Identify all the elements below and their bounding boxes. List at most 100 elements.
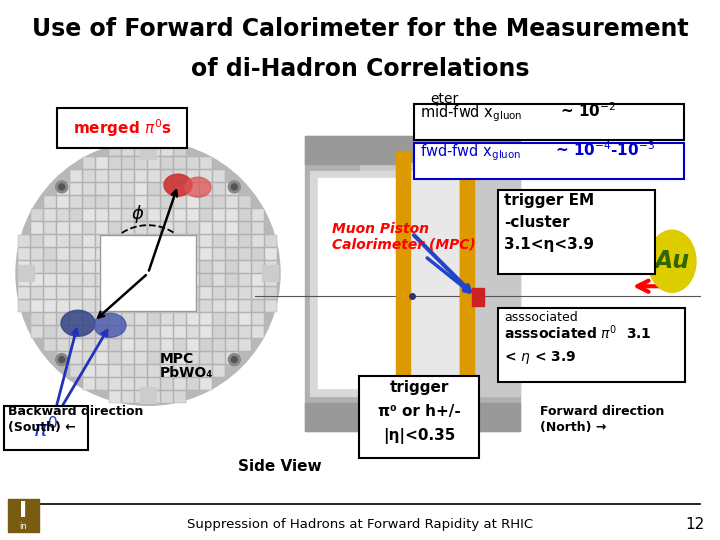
Bar [44,313,56,325]
Bar [109,157,121,169]
Bar [57,326,69,338]
Bar [109,339,121,352]
Text: merged $\pi^0$s: merged $\pi^0$s [73,117,171,139]
Bar [239,261,251,273]
Bar [239,235,251,247]
Bar [265,248,277,260]
Text: Backward direction: Backward direction [8,406,143,419]
Bar [96,287,108,299]
Bar [18,248,30,260]
Bar [161,170,173,182]
Bar [135,183,147,195]
Bar [83,248,95,260]
Bar [200,326,212,338]
Bar [148,209,160,221]
Bar [213,287,225,299]
Bar [109,183,121,195]
Bar [57,196,69,208]
Bar [265,261,277,273]
Text: -cluster: -cluster [504,215,570,230]
Bar [226,287,238,299]
Bar [239,300,251,312]
Bar [122,339,134,352]
Bar [122,170,134,182]
FancyBboxPatch shape [4,406,88,450]
Bar [96,248,108,260]
Bar [148,392,160,403]
Bar [57,300,69,312]
Bar [96,365,108,377]
Bar [187,365,199,377]
Bar [135,144,147,156]
Bar [122,183,134,195]
Text: Au: Au [639,319,680,347]
Text: $\phi$: $\phi$ [131,203,145,225]
Bar [252,313,264,325]
Bar [161,261,173,273]
Bar [70,274,82,286]
Bar [174,235,186,247]
Bar [226,352,238,365]
FancyBboxPatch shape [414,143,684,179]
Bar [187,339,199,352]
Ellipse shape [648,230,696,292]
Bar [174,352,186,365]
Bar [135,170,147,182]
Text: Suppression of Hadrons at Forward Rapidity at RHIC: Suppression of Hadrons at Forward Rapidi… [187,518,533,531]
Bar [265,235,277,247]
Bar [57,313,69,325]
Bar [252,209,264,221]
FancyBboxPatch shape [414,104,684,140]
Bar [122,209,134,221]
Bar [161,274,173,286]
Bar [70,365,82,377]
Bar [70,183,82,195]
Bar [187,287,199,299]
Bar [122,261,134,273]
Bar [44,209,56,221]
Bar [187,326,199,338]
Bar [122,248,134,260]
Bar [44,274,56,286]
Bar [96,235,108,247]
Bar [83,326,95,338]
Text: |η|<0.35: |η|<0.35 [383,428,455,444]
FancyBboxPatch shape [359,376,479,458]
Bar [148,300,160,312]
Bar [109,261,121,273]
Bar [18,287,30,299]
Bar [122,287,134,299]
Bar [161,222,173,234]
Text: fwd-fwd x$_{\rm gluon}$: fwd-fwd x$_{\rm gluon}$ [420,142,521,163]
Bar [200,287,212,299]
Bar [239,274,251,286]
Bar [57,352,69,365]
Bar [135,352,147,365]
Text: PbWO₄: PbWO₄ [160,366,213,380]
Bar [148,248,160,260]
Bar [174,196,186,208]
Text: 3.1<η<3.9: 3.1<η<3.9 [504,237,594,252]
Bar [44,339,56,352]
Bar [122,326,134,338]
Bar [252,300,264,312]
Ellipse shape [164,174,192,196]
Bar [213,313,225,325]
Bar [109,300,121,312]
Bar [31,248,43,260]
Bar [226,235,238,247]
Bar [200,274,212,286]
Bar [109,352,121,365]
FancyBboxPatch shape [57,108,187,148]
Bar [187,300,199,312]
Bar [187,261,199,273]
Bar [18,235,30,247]
Bar [213,261,225,273]
Bar [187,379,199,390]
Bar [239,222,251,234]
Bar [100,235,196,311]
Bar [213,170,225,182]
Text: Calorimeter (MPC): Calorimeter (MPC) [332,237,476,251]
Circle shape [231,184,238,190]
Bar [7,499,39,531]
